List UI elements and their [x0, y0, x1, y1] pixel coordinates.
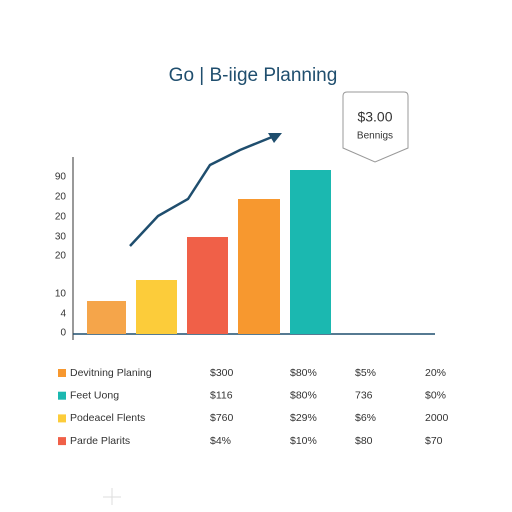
cell: $6% [355, 412, 376, 424]
cell: $0% [425, 389, 446, 401]
legend-swatch [58, 369, 66, 377]
callout-box [342, 91, 409, 163]
row-label: Devitning Planing [70, 367, 152, 379]
cell: 2000 [425, 412, 449, 424]
trend-arrow [268, 133, 282, 143]
cell: $80% [290, 367, 317, 379]
row-label: Parde Plarits [70, 435, 130, 447]
y-axis-label: 20 [55, 192, 67, 203]
y-axis-label: 20 [55, 251, 67, 262]
bar [290, 170, 331, 334]
cell: $80% [290, 389, 317, 401]
y-axis-label: 90 [55, 172, 67, 183]
cell: $29% [290, 412, 317, 424]
title: Go | B-iige Planning [169, 65, 338, 86]
cell: $80 [355, 435, 373, 447]
row-label: Podeacel Flents [70, 412, 145, 424]
cell: $10% [290, 435, 317, 447]
legend-swatch [58, 391, 66, 400]
cell: $4% [210, 435, 231, 447]
cell: $5% [355, 367, 376, 379]
cell: $70 [425, 435, 443, 447]
bar [87, 301, 126, 334]
legend-swatch [58, 414, 66, 423]
bar [187, 237, 228, 334]
cell: $300 [210, 367, 234, 379]
callout-label: Bennigs [357, 131, 393, 142]
cell: $760 [210, 412, 234, 424]
callout-value: $3.00 [357, 109, 392, 125]
cell: $116 [210, 389, 233, 401]
cell: 736 [355, 389, 373, 401]
bar [136, 280, 177, 334]
cell: 20% [425, 367, 446, 379]
bar [238, 199, 280, 334]
row-label: Feet Uong [70, 389, 119, 401]
y-axis-label: 0 [60, 328, 66, 339]
trend-line [129, 135, 273, 247]
legend-swatch [58, 437, 66, 446]
y-axis-label: 20 [55, 212, 67, 223]
y-axis-label: 30 [55, 232, 67, 243]
y-axis-label: 10 [55, 289, 67, 300]
y-axis-label: 4 [60, 309, 66, 320]
